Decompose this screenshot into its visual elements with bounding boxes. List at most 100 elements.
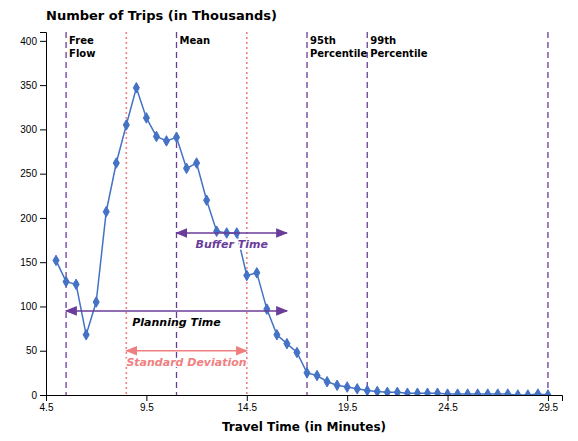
series-marker [194, 158, 200, 169]
x-tick: 9.5 [140, 395, 154, 413]
annotations: Buffer Time Planning Time Standard Deviati… [69, 35, 428, 369]
series-marker [123, 120, 129, 131]
reference-label: Mean [180, 35, 211, 46]
y-tick-label: 350 [20, 80, 37, 91]
x-axis-title: Travel Time (in Minutes) [222, 420, 386, 434]
series-marker [414, 388, 420, 395]
x-tick-label: 24.5 [438, 402, 458, 413]
y-tick: 150 [20, 257, 46, 268]
x-tick-label: 19.5 [338, 402, 358, 413]
series-marker [143, 113, 149, 124]
x-tick-line [448, 395, 449, 401]
series-marker [264, 304, 270, 315]
y-axis-line [40, 33, 47, 396]
y-tick: 100 [20, 301, 46, 312]
series-marker [475, 389, 481, 395]
x-tick: 24.5 [438, 395, 458, 413]
series-marker [204, 195, 210, 206]
y-tick-label: 400 [20, 36, 37, 47]
series-marker [324, 376, 330, 387]
series-marker [153, 131, 159, 142]
annotation-arrow [177, 232, 287, 234]
series-marker [495, 389, 501, 395]
reference-label: 99th Percentile [370, 35, 428, 59]
y-tick-label: 50 [26, 345, 38, 356]
series-marker [455, 389, 461, 395]
x-axis-line [47, 396, 563, 402]
series-marker [314, 370, 320, 381]
reference-line [246, 32, 248, 395]
y-tick-line [40, 262, 46, 263]
title: Number of Trips (in Thousands) [46, 8, 277, 23]
y-tick-line [40, 306, 46, 307]
annotation-arrow [66, 310, 287, 312]
x-axis: 4.59.514.519.524.529.5 [40, 395, 563, 413]
series-marker [525, 390, 531, 395]
series-marker [535, 389, 541, 395]
x-tick-line [247, 395, 248, 401]
x-tick: 4.5 [40, 395, 54, 413]
reference-label-line: Percentile [310, 48, 368, 59]
plot-area [53, 32, 551, 395]
reference-label-line: Percentile [370, 48, 428, 59]
x-tick-line [347, 395, 348, 401]
series-marker [83, 330, 89, 341]
arrow-label: Buffer Time [196, 238, 269, 251]
series-marker [354, 384, 360, 395]
y-tick-line [40, 351, 46, 352]
y-tick-label: 200 [20, 213, 37, 224]
arrow-label: Standard Deviation [126, 356, 246, 369]
reference-line [367, 32, 368, 395]
reference-line [306, 32, 307, 395]
reference-label-line: 99th [370, 35, 396, 46]
series-marker [274, 330, 280, 341]
series-marker [254, 268, 260, 279]
reference-label-line: 95th [310, 35, 336, 46]
reference-label: 95th Percentile [310, 35, 368, 59]
series-marker [173, 132, 179, 143]
series-marker [163, 136, 169, 147]
series-marker [53, 255, 59, 266]
series-marker [374, 386, 380, 395]
y-tick: 300 [20, 124, 46, 135]
series-marker [394, 387, 400, 395]
x-tick-label: 9.5 [140, 402, 154, 413]
reference-line [126, 32, 128, 395]
series-marker [63, 276, 69, 287]
arrow-label: Planning Time [132, 316, 221, 329]
x-tick-label: 4.5 [40, 402, 54, 413]
series-marker [284, 338, 290, 349]
series-marker [93, 297, 99, 308]
series-marker [465, 389, 471, 395]
y-tick-line [40, 129, 46, 130]
series-marker [304, 368, 310, 379]
y-tick: 350 [20, 80, 46, 91]
series-marker [515, 390, 521, 395]
series-marker [545, 390, 551, 395]
x-tick: 19.5 [338, 395, 358, 413]
series-marker [133, 83, 139, 94]
x-tick-label: 14.5 [238, 402, 258, 413]
y-tick-label: 100 [20, 301, 37, 312]
x-tick-line [548, 395, 549, 401]
series-marker [434, 388, 440, 395]
y-tick-line [40, 85, 46, 86]
series-marker [344, 382, 350, 393]
series-marker [244, 270, 250, 281]
y-axis: 0 50 100 150 200 250 300 350 400 [20, 33, 46, 401]
reference-label: Free Flow [69, 35, 95, 59]
reference-label-line: Free [69, 35, 94, 46]
y-tick-line [40, 174, 46, 175]
reference-line [176, 32, 177, 395]
annotation-arrow [126, 350, 246, 352]
reference-label-line: Flow [69, 48, 95, 59]
reference-line [65, 32, 66, 395]
y-tick: 200 [20, 213, 46, 224]
series-marker [214, 226, 220, 237]
series-marker [334, 380, 340, 391]
plot: 4.59.514.519.524.529.5050100150200250300… [20, 32, 562, 413]
y-tick-line [40, 395, 46, 396]
y-tick: 0 [31, 390, 46, 401]
y-tick-label: 250 [20, 168, 37, 179]
y-tick: 250 [20, 168, 46, 179]
